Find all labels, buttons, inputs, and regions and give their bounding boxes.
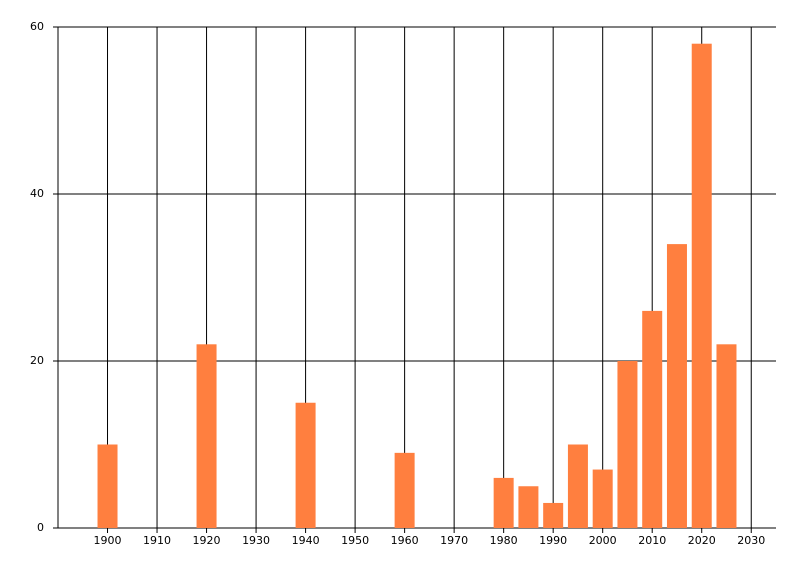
x-tick-label: 2000 bbox=[589, 534, 617, 547]
bar bbox=[617, 361, 638, 528]
x-tick-label: 1920 bbox=[193, 534, 221, 547]
x-tick-label: 2010 bbox=[638, 534, 666, 547]
bar bbox=[97, 444, 118, 528]
x-tick-label: 2030 bbox=[737, 534, 765, 547]
bar bbox=[567, 444, 588, 528]
x-tick-label: 1950 bbox=[341, 534, 369, 547]
bar bbox=[666, 244, 687, 528]
bar bbox=[493, 477, 514, 528]
x-tick-label: 1970 bbox=[440, 534, 468, 547]
x-tick-label: 1930 bbox=[242, 534, 270, 547]
bar bbox=[592, 469, 613, 528]
x-tick-label: 1960 bbox=[391, 534, 419, 547]
y-tick-label: 20 bbox=[30, 354, 44, 367]
x-tick-label: 1910 bbox=[143, 534, 171, 547]
bar bbox=[394, 452, 415, 528]
x-tick-label: 1900 bbox=[94, 534, 122, 547]
bar bbox=[518, 486, 539, 528]
y-tick-label: 0 bbox=[37, 521, 44, 534]
bar bbox=[716, 344, 737, 528]
bar bbox=[295, 402, 316, 528]
y-tick-label: 60 bbox=[30, 20, 44, 33]
bar bbox=[543, 502, 564, 528]
x-tick-label: 1990 bbox=[539, 534, 567, 547]
x-tick-label: 1980 bbox=[490, 534, 518, 547]
x-tick-label: 2020 bbox=[688, 534, 716, 547]
bar bbox=[196, 344, 217, 528]
y-tick-label: 40 bbox=[30, 187, 44, 200]
bar bbox=[691, 43, 712, 528]
bar bbox=[642, 310, 663, 528]
x-tick-label: 1940 bbox=[292, 534, 320, 547]
